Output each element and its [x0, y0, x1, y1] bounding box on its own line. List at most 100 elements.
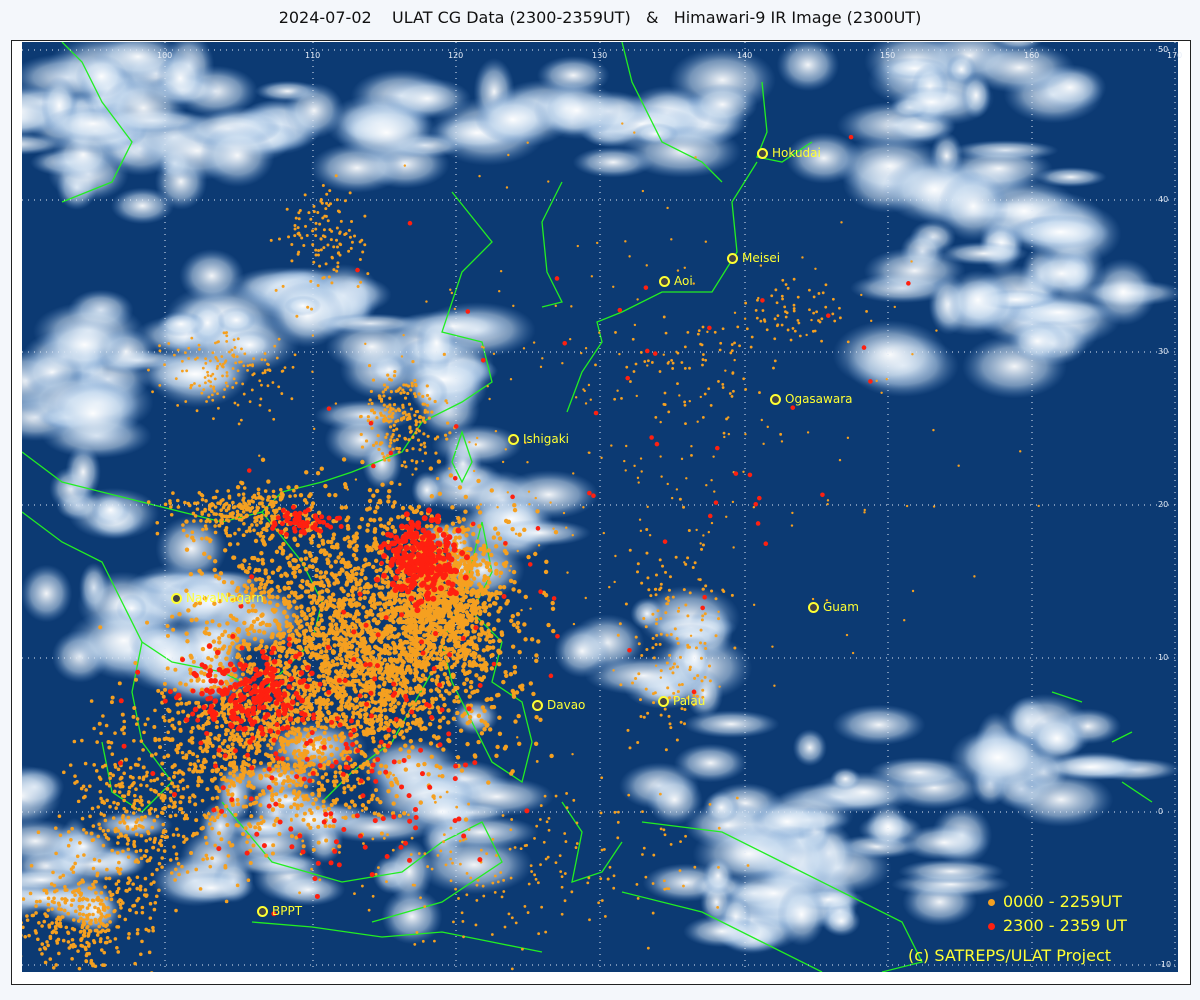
earlier-stroke	[358, 586, 363, 591]
earlier-stroke	[434, 622, 439, 627]
earlier-stroke	[403, 650, 408, 655]
earlier-stroke	[412, 713, 417, 719]
earlier-stroke	[510, 769, 515, 774]
earlier-stroke	[251, 843, 256, 848]
earlier-stroke	[379, 831, 384, 836]
earlier-stroke	[317, 791, 322, 796]
earlier-stroke	[321, 686, 327, 692]
earlier-stroke	[222, 813, 227, 818]
earlier-stroke	[143, 888, 148, 892]
earlier-stroke	[258, 773, 263, 778]
earlier-stroke	[437, 648, 443, 654]
earlier-stroke	[271, 757, 276, 762]
earlier-stroke	[362, 595, 367, 601]
earlier-stroke	[189, 678, 194, 683]
earlier-stroke	[421, 690, 426, 695]
earlier-stroke	[148, 901, 153, 906]
earlier-stroke	[352, 784, 357, 789]
earlier-stroke	[302, 748, 307, 753]
earlier-stroke	[327, 492, 332, 498]
earlier-stroke	[372, 684, 377, 689]
earlier-stroke	[342, 790, 347, 795]
earlier-stroke	[340, 731, 345, 736]
earlier-stroke	[253, 646, 259, 652]
earlier-stroke	[143, 722, 148, 727]
earlier-stroke	[473, 552, 478, 558]
earlier-stroke	[328, 564, 334, 569]
earlier-stroke	[189, 850, 194, 855]
earlier-stroke	[365, 727, 370, 732]
earlier-stroke	[300, 612, 305, 618]
earlier-stroke	[339, 657, 344, 662]
earlier-stroke	[292, 536, 297, 541]
earlier-stroke	[246, 748, 251, 753]
earlier-stroke	[415, 647, 420, 653]
earlier-stroke	[332, 598, 337, 603]
earlier-stroke	[85, 906, 90, 910]
earlier-stroke	[304, 470, 309, 475]
earlier-stroke	[319, 596, 325, 602]
earlier-stroke	[390, 524, 395, 530]
earlier-stroke	[481, 648, 487, 653]
earlier-stroke	[165, 753, 171, 758]
earlier-stroke	[307, 582, 312, 588]
earlier-stroke	[262, 767, 267, 772]
earlier-stroke	[245, 731, 250, 736]
earlier-stroke	[312, 632, 318, 637]
earlier-stroke	[452, 698, 457, 704]
earlier-stroke	[170, 717, 175, 722]
earlier-stroke	[365, 522, 371, 528]
earlier-stroke	[413, 702, 418, 707]
earlier-stroke	[516, 713, 521, 719]
earlier-stroke	[392, 644, 398, 650]
earlier-stroke	[419, 510, 424, 516]
earlier-stroke	[403, 630, 408, 636]
earlier-stroke	[260, 789, 265, 794]
earlier-stroke	[341, 780, 346, 785]
earlier-stroke	[358, 596, 363, 601]
earlier-stroke	[264, 773, 269, 778]
earlier-stroke	[362, 657, 368, 662]
earlier-stroke	[165, 786, 170, 791]
earlier-stroke	[300, 761, 305, 766]
earlier-stroke	[365, 528, 370, 533]
earlier-stroke	[157, 861, 162, 866]
earlier-stroke	[248, 860, 253, 865]
earlier-stroke	[178, 800, 183, 805]
earlier-stroke	[358, 764, 363, 769]
earlier-stroke	[363, 693, 368, 699]
earlier-stroke	[333, 493, 338, 498]
earlier-stroke	[359, 637, 364, 643]
earlier-stroke	[387, 689, 392, 694]
earlier-stroke	[302, 769, 307, 774]
earlier-stroke	[337, 652, 343, 658]
earlier-stroke	[153, 789, 158, 794]
earlier-stroke	[317, 632, 322, 638]
earlier-stroke	[325, 656, 330, 661]
earlier-stroke	[298, 782, 303, 787]
earlier-stroke	[185, 639, 190, 644]
earlier-stroke	[511, 691, 517, 696]
earlier-stroke	[58, 875, 63, 880]
earlier-stroke	[229, 731, 234, 736]
earlier-stroke	[214, 786, 219, 791]
earlier-stroke	[253, 825, 258, 830]
earlier-stroke	[316, 736, 321, 742]
earlier-stroke	[456, 699, 461, 704]
earlier-stroke	[359, 516, 365, 522]
earlier-stroke	[139, 856, 144, 861]
earlier-stroke	[343, 645, 348, 651]
earlier-stroke	[261, 819, 266, 824]
earlier-stroke	[449, 664, 455, 670]
earlier-stroke	[347, 601, 352, 607]
earlier-stroke	[376, 727, 381, 733]
earlier-stroke	[457, 535, 462, 540]
earlier-stroke	[303, 752, 308, 757]
earlier-stroke	[134, 849, 139, 854]
earlier-stroke	[302, 631, 307, 636]
earlier-stroke	[278, 635, 283, 640]
earlier-stroke	[397, 813, 402, 818]
earlier-stroke	[368, 636, 374, 641]
earlier-stroke	[284, 620, 289, 625]
earlier-stroke	[199, 670, 204, 675]
